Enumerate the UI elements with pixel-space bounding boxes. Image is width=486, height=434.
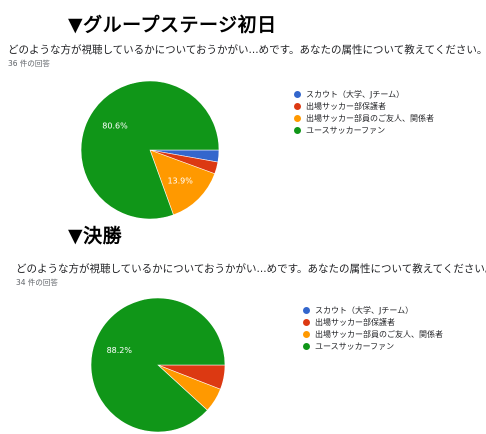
- legend-swatch: [303, 306, 310, 314]
- legend-item: ユースサッカーファン: [303, 340, 443, 352]
- legend-swatch: [294, 114, 301, 122]
- response-count: 34 件の回答: [16, 278, 58, 287]
- response-count: 36 件の回答: [8, 59, 50, 68]
- pie-slice: [80, 80, 220, 220]
- legend-label: 出場サッカー部保護者: [315, 317, 395, 327]
- legend-label: スカウト（大学、Jチーム）: [315, 305, 414, 315]
- legend-item: 出場サッカー部員のご友人、関係者: [303, 328, 443, 340]
- legend-item: 出場サッカー部保護者: [294, 100, 434, 112]
- pie-slice: [149, 149, 216, 216]
- legend-swatch: [294, 126, 301, 134]
- legend-item: スカウト（大学、Jチーム）: [303, 304, 443, 316]
- slice-label: 13.9%: [167, 176, 193, 185]
- legend-swatch: [294, 102, 301, 110]
- question-text: どのような方が視聴しているかについておうかがい...めです。あなたの属性について…: [16, 263, 486, 275]
- legend-label: 出場サッカー部保護者: [306, 101, 386, 111]
- legend-label: 出場サッカー部員のご友人、関係者: [315, 329, 443, 339]
- slice-label: 88.2%: [107, 346, 133, 355]
- section-heading-final: ▼決勝: [68, 225, 123, 247]
- pie-chart-group-stage: 13.9% 80.6%: [80, 80, 220, 220]
- legend-swatch: [303, 342, 310, 350]
- legend-swatch: [294, 90, 301, 98]
- legend-label: ユースサッカーファン: [306, 125, 386, 135]
- slice-label: 80.6%: [102, 121, 128, 130]
- pie-slice: [90, 297, 226, 433]
- legend-item: 出場サッカー部員のご友人、関係者: [294, 112, 434, 124]
- legend-final: スカウト（大学、Jチーム） 出場サッカー部保護者出場サッカー部員のご友人、関係者ユ…: [303, 304, 443, 352]
- legend-label: スカウト（大学、Jチーム）: [306, 89, 405, 99]
- legend-item: ユースサッカーファン: [294, 124, 434, 136]
- pie-chart-final: 88.2%: [90, 297, 226, 433]
- legend-group-stage: スカウト（大学、Jチーム） 出場サッカー部保護者出場サッカー部員のご友人、関係者ユ…: [294, 88, 434, 136]
- legend-swatch: [303, 318, 310, 326]
- legend-swatch: [303, 330, 310, 338]
- legend-label: 出場サッカー部員のご友人、関係者: [306, 113, 434, 123]
- section-heading-group-stage: ▼グループステージ初日: [68, 14, 277, 36]
- legend-label: ユースサッカーファン: [315, 341, 395, 351]
- legend-item: スカウト（大学、Jチーム）: [294, 88, 434, 100]
- legend-item: 出場サッカー部保護者: [303, 316, 443, 328]
- question-text: どのような方が視聴しているかについておうかがい...めです。あなたの属性について…: [8, 44, 486, 56]
